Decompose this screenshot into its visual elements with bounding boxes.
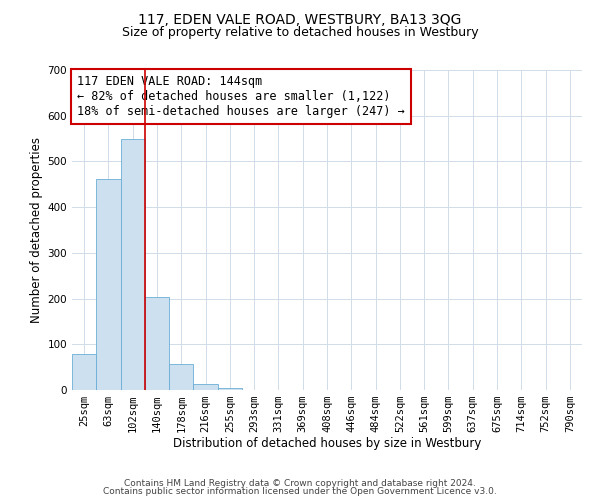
Bar — [96, 179, 121, 390]
Bar — [145, 296, 169, 390]
Bar — [121, 139, 145, 390]
Text: 117 EDEN VALE ROAD: 144sqm
← 82% of detached houses are smaller (1,122)
18% of s: 117 EDEN VALE ROAD: 144sqm ← 82% of deta… — [77, 75, 405, 118]
Text: Contains public sector information licensed under the Open Government Licence v3: Contains public sector information licen… — [103, 487, 497, 496]
X-axis label: Distribution of detached houses by size in Westbury: Distribution of detached houses by size … — [173, 436, 481, 450]
Bar — [72, 354, 96, 390]
Text: Contains HM Land Registry data © Crown copyright and database right 2024.: Contains HM Land Registry data © Crown c… — [124, 478, 476, 488]
Bar — [169, 364, 193, 390]
Text: 117, EDEN VALE ROAD, WESTBURY, BA13 3QG: 117, EDEN VALE ROAD, WESTBURY, BA13 3QG — [139, 12, 461, 26]
Y-axis label: Number of detached properties: Number of detached properties — [31, 137, 43, 323]
Bar — [218, 388, 242, 390]
Bar — [193, 384, 218, 390]
Text: Size of property relative to detached houses in Westbury: Size of property relative to detached ho… — [122, 26, 478, 39]
